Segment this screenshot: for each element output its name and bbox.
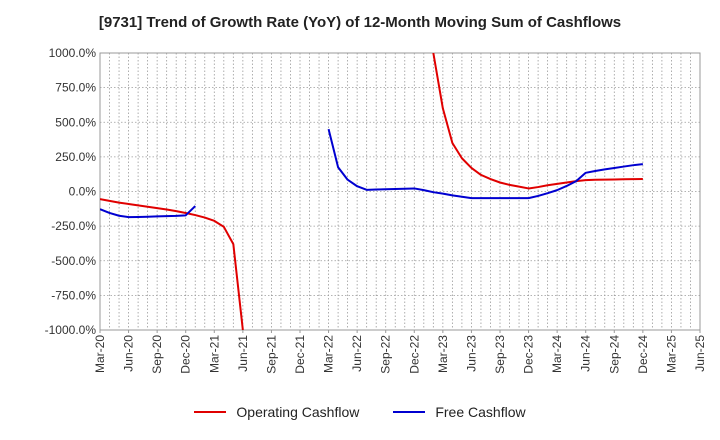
x-tick-label: Sep-21 bbox=[264, 335, 278, 374]
y-tick-label: 500.0% bbox=[55, 115, 96, 129]
x-tick-label: Mar-24 bbox=[550, 335, 564, 373]
y-tick-label: -250.0% bbox=[51, 219, 96, 233]
legend-item-operating-cashflow: Operating Cashflow bbox=[194, 404, 359, 420]
y-tick-label: 1000.0% bbox=[49, 46, 97, 60]
y-tick-label: -1000.0% bbox=[45, 323, 97, 337]
x-tick-label: Jun-23 bbox=[464, 335, 478, 372]
series-line-free-cashflow bbox=[327, 128, 643, 200]
y-tick-label: -750.0% bbox=[51, 288, 96, 302]
x-tick-label: Mar-22 bbox=[322, 335, 336, 373]
x-tick-label: Sep-22 bbox=[379, 335, 393, 374]
legend-item-free-cashflow: Free Cashflow bbox=[393, 404, 526, 420]
y-tick-label: 0.0% bbox=[69, 185, 97, 199]
x-tick-label: Dec-22 bbox=[407, 335, 421, 374]
y-tick-label: 750.0% bbox=[55, 81, 96, 95]
series-line-operating-cashflow bbox=[100, 198, 244, 330]
x-tick-label: Mar-21 bbox=[207, 335, 221, 373]
chart-title: [9731] Trend of Growth Rate (YoY) of 12-… bbox=[98, 14, 622, 31]
x-tick-label: Sep-20 bbox=[150, 335, 164, 374]
legend-swatch-free-cashflow bbox=[393, 411, 426, 413]
x-tick-label: Mar-23 bbox=[436, 335, 450, 373]
x-tick-label: Dec-20 bbox=[179, 335, 193, 374]
legend-swatch-operating-cashflow bbox=[194, 411, 227, 413]
legend-label-free-cashflow: Free Cashflow bbox=[435, 404, 526, 420]
legend-label-operating-cashflow: Operating Cashflow bbox=[236, 404, 360, 420]
x-tick-label: Jun-22 bbox=[350, 335, 364, 372]
series-line-operating-cashflow bbox=[432, 53, 643, 190]
x-tick-label: Jun-20 bbox=[122, 335, 136, 372]
x-tick-label: Dec-24 bbox=[636, 335, 650, 374]
x-tick-label: Jun-25 bbox=[693, 335, 707, 372]
x-tick-label: Mar-25 bbox=[664, 335, 678, 373]
x-tick-label: Mar-20 bbox=[93, 335, 107, 373]
x-tick-label: Sep-23 bbox=[493, 335, 507, 374]
plot-area bbox=[99, 52, 701, 331]
x-tick-label: Sep-24 bbox=[607, 335, 621, 374]
series-line-free-cashflow bbox=[100, 205, 196, 219]
y-tick-label: 250.0% bbox=[55, 150, 96, 164]
y-tick-label: -500.0% bbox=[51, 254, 96, 268]
x-tick-label: Dec-23 bbox=[522, 335, 536, 374]
x-tick-label: Jun-21 bbox=[236, 335, 250, 372]
legend: Operating Cashflow Free Cashflow bbox=[0, 404, 720, 420]
x-tick-label: Jun-24 bbox=[579, 335, 593, 372]
x-tick-label: Dec-21 bbox=[293, 335, 307, 374]
